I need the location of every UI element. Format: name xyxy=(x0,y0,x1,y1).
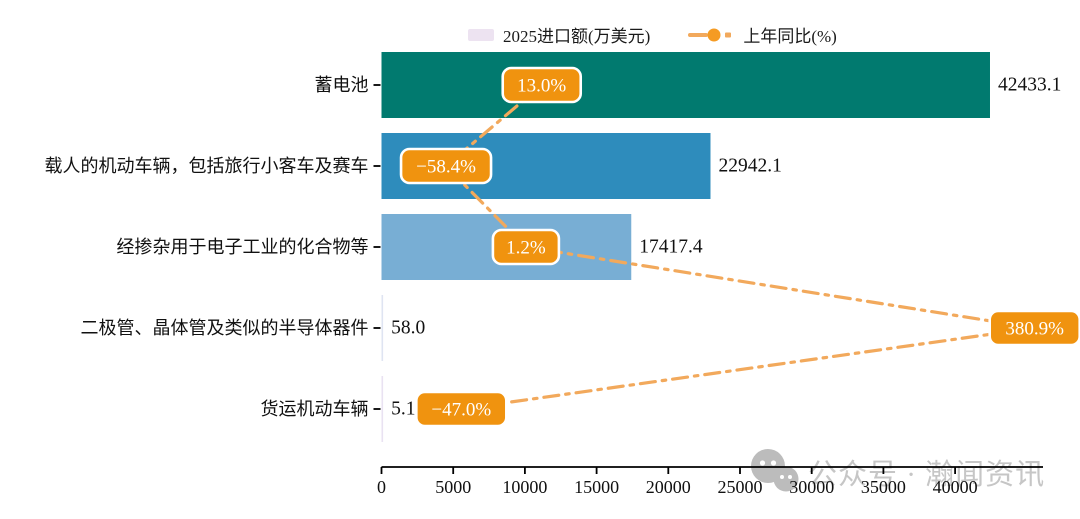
x-tick-label: 10000 xyxy=(502,477,547,497)
legend-item-line: 上年同比(%) xyxy=(688,22,837,47)
line-series-marker-icon xyxy=(688,28,732,41)
category-label: 蓄电池 xyxy=(315,75,369,95)
yoy-badge-label: 1.2% xyxy=(506,238,546,259)
x-tick-label: 30000 xyxy=(789,477,834,497)
wechat-icon xyxy=(751,449,799,492)
x-tick-label: 15000 xyxy=(574,477,619,497)
bar-series-swatch xyxy=(468,28,494,41)
watermark: 公众号 · 瀚闻资讯 xyxy=(748,446,1045,498)
category-label: 货运机动车辆 xyxy=(261,399,369,419)
watermark-text: 公众号 · 瀚闻资讯 xyxy=(808,459,1046,491)
x-tick-label: 25000 xyxy=(718,477,763,497)
x-tick-label: 40000 xyxy=(933,477,978,497)
yoy-badge-label: 380.9% xyxy=(1005,319,1064,340)
yoy-badge xyxy=(415,390,508,428)
bar-value-label: 22942.1 xyxy=(718,156,781,177)
yoy-badge-label: 13.0% xyxy=(517,76,566,97)
yoy-badge-label: −58.4% xyxy=(416,157,476,178)
yoy-badge xyxy=(501,66,583,104)
legend: 2025进口额(万美元) 上年同比(%) xyxy=(468,22,837,47)
category-label: 经掺杂用于电子工业的化合物等 xyxy=(117,237,369,257)
bar-value-label: 5.1 xyxy=(391,399,415,420)
legend-item-bar: 2025进口额(万美元) xyxy=(468,22,650,47)
x-tick-label: 20000 xyxy=(646,477,691,497)
bar-value-label: 58.0 xyxy=(391,318,425,339)
line-series-label: 上年同比(%) xyxy=(743,27,837,46)
category-label: 二极管、晶体管及类似的半导体器件 xyxy=(81,318,369,338)
bar-value-label: 42433.1 xyxy=(998,75,1061,96)
x-tick-label: 5000 xyxy=(435,477,471,497)
yoy-badge xyxy=(399,147,493,185)
import-bar xyxy=(381,376,384,442)
import-bar xyxy=(381,52,990,118)
yoy-badge xyxy=(491,228,561,266)
import-bar xyxy=(381,295,384,361)
category-label: 载人的机动车辆，包括旅行小客车及赛车 xyxy=(45,156,369,176)
x-tick-label: 0 xyxy=(377,477,386,497)
bar-value-label: 17417.4 xyxy=(639,237,703,258)
x-tick-label: 35000 xyxy=(861,477,906,497)
bar-series-label: 2025进口额(万美元) xyxy=(503,27,651,46)
yoy-badge-label: −47.0% xyxy=(431,400,491,421)
